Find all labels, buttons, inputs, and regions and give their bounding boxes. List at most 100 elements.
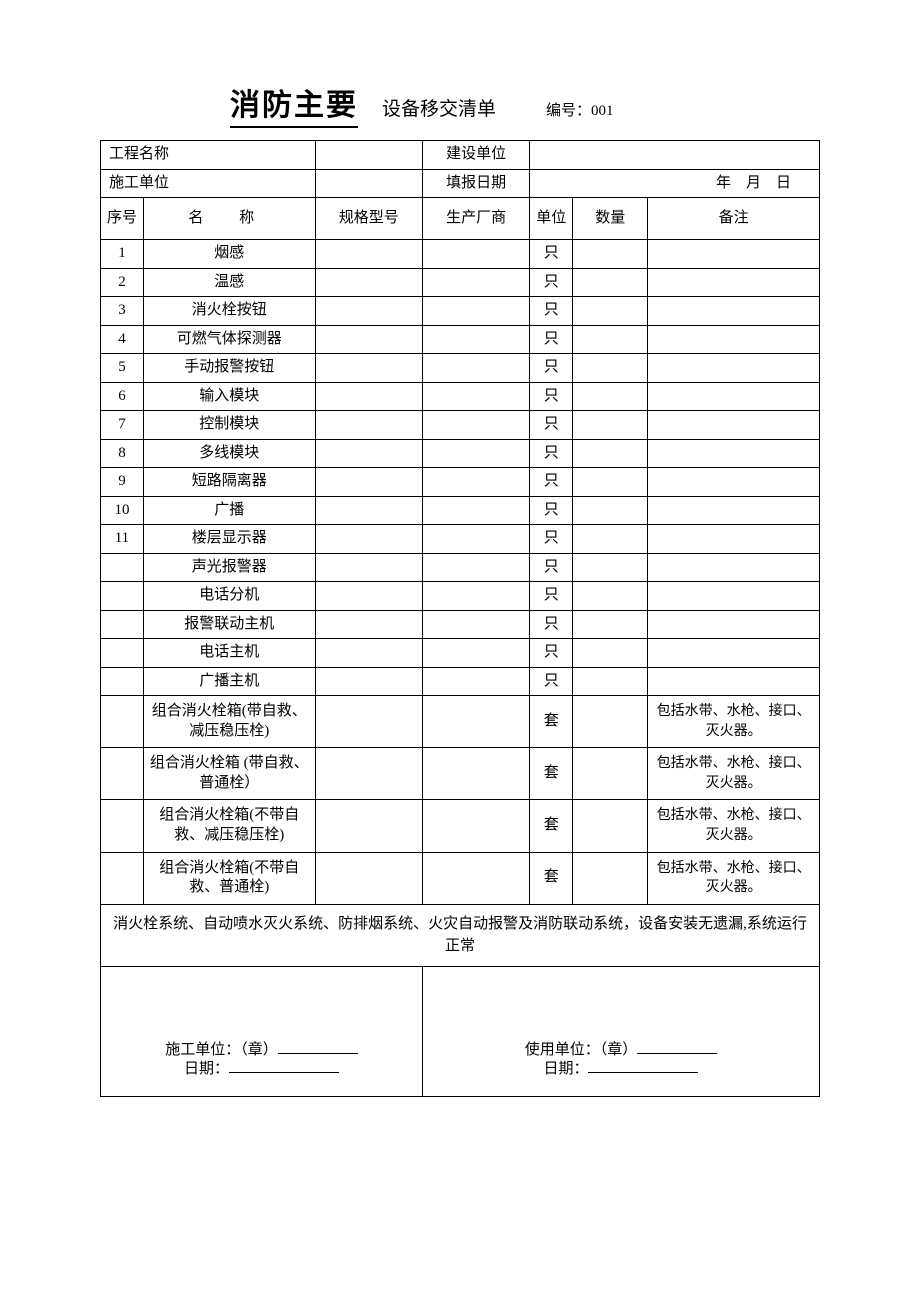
date-value: 年 月 日 xyxy=(530,169,820,198)
info-row-1: 工程名称 建设单位 xyxy=(101,141,820,170)
cell-qty xyxy=(573,496,648,525)
sign-line xyxy=(637,1041,717,1054)
cell-name: 电话分机 xyxy=(143,582,315,611)
cell-note xyxy=(648,639,820,668)
cell-mfr xyxy=(422,748,529,800)
cell-spec xyxy=(315,240,422,269)
table-row: 1烟感只 xyxy=(101,240,820,269)
cell-unit: 只 xyxy=(530,582,573,611)
cell-qty xyxy=(573,852,648,904)
cell-name: 组合消火栓箱(不带自救、减压稳压栓) xyxy=(143,800,315,852)
cell-unit: 只 xyxy=(530,610,573,639)
cell-note: 包括水带、水枪、接口、灭火器。 xyxy=(648,748,820,800)
cell-spec xyxy=(315,610,422,639)
cell-name: 组合消火栓箱 (带自救、普通栓） xyxy=(143,748,315,800)
cell-name: 广播主机 xyxy=(143,667,315,696)
cell-unit: 只 xyxy=(530,496,573,525)
cell-name: 可燃气体探测器 xyxy=(143,325,315,354)
cell-qty xyxy=(573,297,648,326)
cell-unit: 套 xyxy=(530,852,573,904)
table-row: 2温感只 xyxy=(101,268,820,297)
cell-seq: 1 xyxy=(101,240,144,269)
cell-seq: 7 xyxy=(101,411,144,440)
cell-qty xyxy=(573,525,648,554)
project-label: 工程名称 xyxy=(101,141,316,170)
cell-unit: 只 xyxy=(530,639,573,668)
cell-unit: 套 xyxy=(530,696,573,748)
table-row: 电话分机 只 xyxy=(101,582,820,611)
cell-spec xyxy=(315,525,422,554)
cell-note: 包括水带、水枪、接口、灭火器。 xyxy=(648,800,820,852)
cell-spec xyxy=(315,382,422,411)
hdr-note: 备注 xyxy=(648,198,820,240)
cell-spec xyxy=(315,553,422,582)
cell-seq: 10 xyxy=(101,496,144,525)
cell-unit: 只 xyxy=(530,268,573,297)
hdr-name: 名 称 xyxy=(143,198,315,240)
cell-name: 声光报警器 xyxy=(143,553,315,582)
cell-note xyxy=(648,553,820,582)
cell-note xyxy=(648,525,820,554)
cell-name: 广播 xyxy=(143,496,315,525)
cell-mfr xyxy=(422,354,529,383)
cell-note xyxy=(648,325,820,354)
cell-name: 电话主机 xyxy=(143,639,315,668)
cell-mfr xyxy=(422,268,529,297)
cell-name: 输入模块 xyxy=(143,382,315,411)
cell-spec xyxy=(315,354,422,383)
sign-user-label: 使用单位：（章） xyxy=(525,1042,638,1058)
cell-qty xyxy=(573,439,648,468)
cell-name: 消火栓按钮 xyxy=(143,297,315,326)
cell-mfr xyxy=(422,553,529,582)
cell-mfr xyxy=(422,610,529,639)
table-row: 6输入模块只 xyxy=(101,382,820,411)
contractor-label: 施工单位 xyxy=(101,169,316,198)
cell-qty xyxy=(573,553,648,582)
table-row: 9短路隔离器只 xyxy=(101,468,820,497)
serial-value: 001 xyxy=(591,103,614,119)
cell-unit: 只 xyxy=(530,439,573,468)
cell-spec xyxy=(315,325,422,354)
title-sub: 设备移交清单 xyxy=(382,94,496,121)
table-row: 7控制模块只 xyxy=(101,411,820,440)
cell-qty xyxy=(573,411,648,440)
table-header-row: 序号 名 称 规格型号 生产厂商 单位 数量 备注 xyxy=(101,198,820,240)
cell-seq xyxy=(101,696,144,748)
cell-name: 控制模块 xyxy=(143,411,315,440)
sign-line xyxy=(229,1061,339,1074)
cell-qty xyxy=(573,240,648,269)
cell-seq: 6 xyxy=(101,382,144,411)
contractor-value xyxy=(315,169,422,198)
table-row: 10广播 只 xyxy=(101,496,820,525)
cell-name: 短路隔离器 xyxy=(143,468,315,497)
cell-name: 烟感 xyxy=(143,240,315,269)
cell-note xyxy=(648,582,820,611)
serial-label: 编号： xyxy=(546,103,591,119)
handover-table: 工程名称 建设单位 施工单位 填报日期 年 月 日 序号 名 称 规格型号 生产… xyxy=(100,140,820,1097)
cell-mfr xyxy=(422,582,529,611)
cell-spec xyxy=(315,667,422,696)
table-row: 组合消火栓箱(不带自救、减压稳压栓) 套 包括水带、水枪、接口、灭火器。 xyxy=(101,800,820,852)
table-row: 广播主机只 xyxy=(101,667,820,696)
cell-note: 包括水带、水枪、接口、灭火器。 xyxy=(648,852,820,904)
table-row: 组合消火栓箱 (带自救、普通栓）套包括水带、水枪、接口、灭火器。 xyxy=(101,748,820,800)
cell-mfr xyxy=(422,800,529,852)
cell-unit: 只 xyxy=(530,325,573,354)
cell-name: 组合消火栓箱(不带自救、普通栓) xyxy=(143,852,315,904)
cell-qty xyxy=(573,582,648,611)
cell-unit: 只 xyxy=(530,553,573,582)
table-row: 3消火栓按钮只 xyxy=(101,297,820,326)
cell-spec xyxy=(315,297,422,326)
date-label: 填报日期 xyxy=(422,169,529,198)
cell-spec xyxy=(315,468,422,497)
cell-note xyxy=(648,496,820,525)
cell-unit: 只 xyxy=(530,297,573,326)
cell-name: 报警联动主机 xyxy=(143,610,315,639)
cell-spec xyxy=(315,268,422,297)
cell-mfr xyxy=(422,325,529,354)
owner-label: 建设单位 xyxy=(422,141,529,170)
cell-seq xyxy=(101,852,144,904)
cell-note xyxy=(648,667,820,696)
cell-qty xyxy=(573,610,648,639)
cell-unit: 套 xyxy=(530,800,573,852)
